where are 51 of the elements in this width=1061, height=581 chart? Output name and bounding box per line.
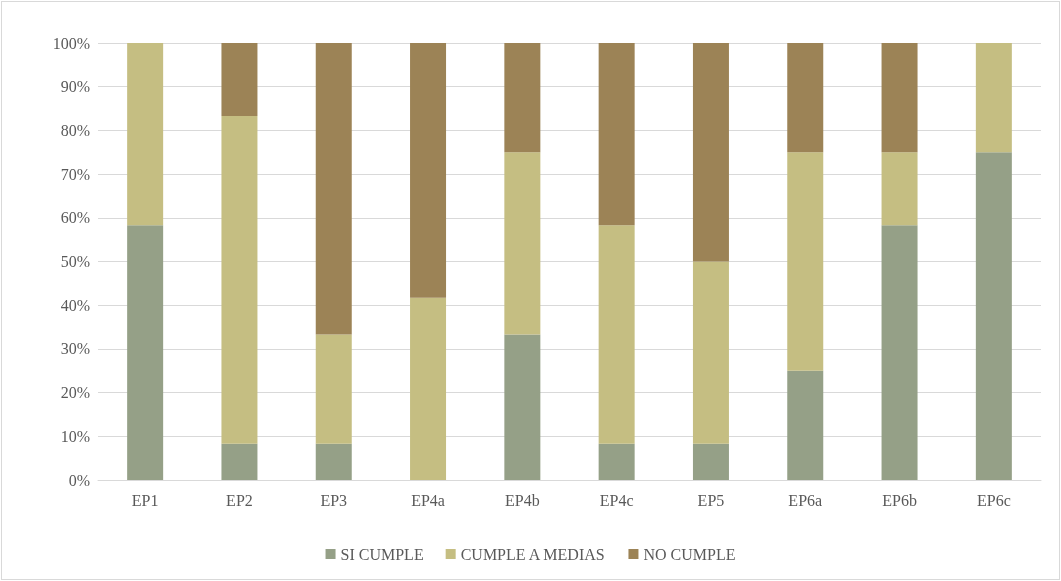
bar: [787, 152, 824, 371]
x-tick-label: EP1: [131, 491, 159, 509]
bar: [315, 43, 352, 335]
y-tick-label: 60%: [60, 209, 90, 227]
bar: [127, 225, 164, 480]
x-tick-label: EP2: [226, 491, 253, 509]
bar: [787, 370, 824, 480]
bar: [881, 152, 918, 226]
legend-label: SI CUMPLE: [340, 545, 424, 563]
x-tick-label: EP6a: [788, 491, 823, 509]
x-tick-label: EP6b: [882, 491, 917, 509]
bar: [598, 443, 635, 480]
legend-label: CUMPLE A MEDIAS: [460, 545, 605, 563]
bar: [221, 43, 258, 116]
y-tick-label: 80%: [60, 121, 90, 139]
y-tick-label: 100%: [52, 34, 90, 52]
x-tick-label: EP5: [697, 491, 725, 509]
bar: [881, 225, 918, 480]
bar: [692, 443, 729, 480]
y-tick-label: 10%: [60, 427, 90, 445]
y-tick-label: 20%: [60, 384, 90, 402]
x-tick-label: EP4a: [411, 491, 445, 509]
x-tick-label: EP4b: [505, 491, 540, 509]
y-tick-label: 70%: [60, 165, 90, 183]
bar: [975, 152, 1012, 480]
bar: [221, 443, 258, 480]
bar: [504, 334, 541, 480]
y-tick-label: 0%: [68, 471, 90, 489]
x-tick-label: EP4c: [599, 491, 634, 509]
bar: [975, 43, 1012, 153]
bar: [410, 297, 447, 480]
bar: [881, 43, 918, 153]
bar: [315, 443, 352, 480]
x-tick-label: EP6c: [976, 491, 1011, 509]
y-tick-label: 50%: [60, 253, 90, 270]
x-tick-label: EP3: [320, 491, 348, 509]
bar: [127, 43, 164, 226]
bar: [504, 43, 541, 153]
bar: [692, 43, 729, 262]
bar: [410, 43, 447, 298]
y-tick-label: 90%: [60, 78, 90, 96]
y-tick-label: 40%: [60, 296, 90, 314]
bar: [315, 334, 352, 444]
bar: [504, 152, 541, 335]
bar: [598, 225, 635, 444]
legend-label: NO CUMPLE: [643, 545, 736, 563]
bar: [787, 43, 824, 153]
bar: [221, 115, 258, 444]
y-tick-label: 30%: [60, 340, 90, 358]
bar: [692, 261, 729, 444]
bar: [598, 43, 635, 226]
